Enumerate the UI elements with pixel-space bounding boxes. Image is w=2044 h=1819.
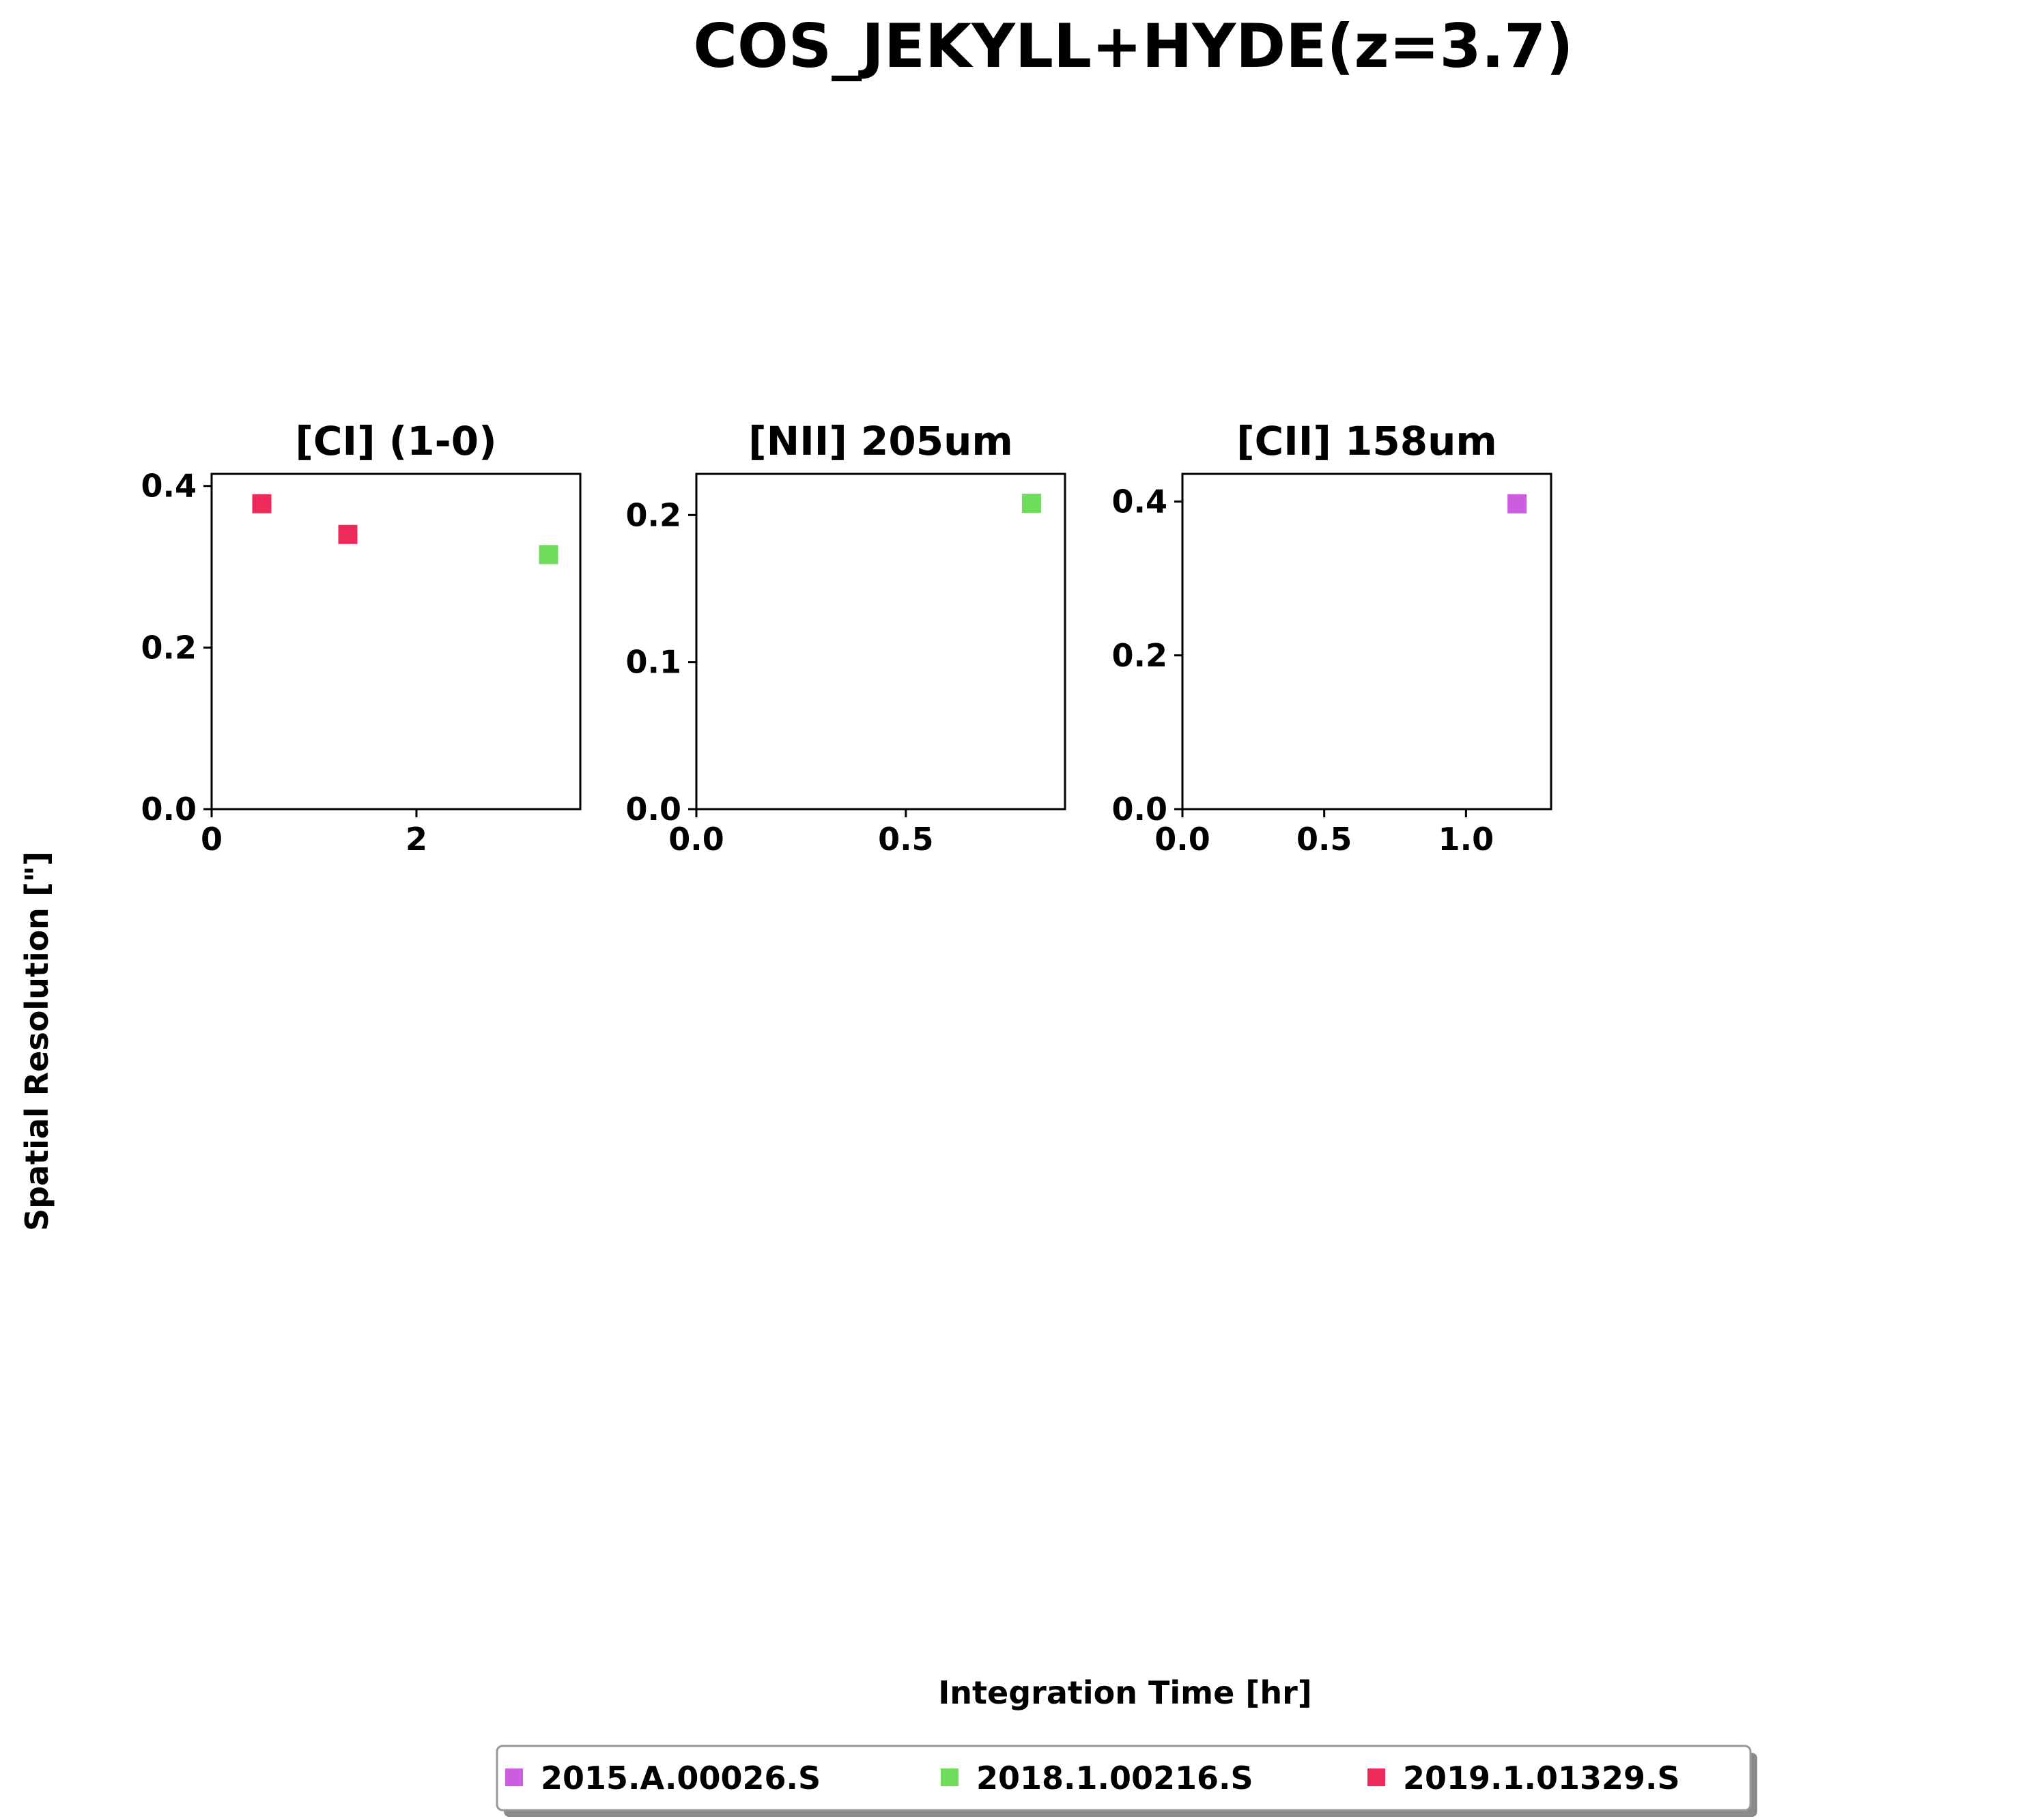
legend-entry: 2015.A.00026.S — [505, 1760, 821, 1796]
y-tick-label: 0.4 — [1112, 483, 1168, 520]
y-tick-label: 0.2 — [626, 496, 682, 533]
y-tick-label: 0.4 — [141, 468, 197, 505]
y-tick-label: 0.2 — [1112, 637, 1168, 674]
data-point — [539, 545, 558, 565]
legend-entry: 2018.1.00216.S — [941, 1760, 1253, 1796]
x-tick-label: 0.5 — [1296, 821, 1352, 858]
y-tick-label: 0.0 — [626, 791, 682, 828]
x-tick-label: 1.0 — [1438, 821, 1494, 858]
data-point — [338, 524, 358, 544]
x-tick-label: 2 — [406, 821, 427, 858]
x-tick-label: 0.0 — [1154, 821, 1210, 858]
subplot-panels: [CI] (1-0) 0 2 0.0 0.2 0.4 [NII] 205um 0.0 0.5 0.… — [141, 418, 1552, 858]
subplot-title: [CII] 158um — [1236, 418, 1497, 464]
y-tick-label: 0.2 — [141, 629, 197, 666]
plot-frame — [695, 473, 1066, 810]
legend-marker — [941, 1768, 959, 1786]
subplot-2: [NII] 205um 0.0 0.5 0.0 0.1 0.2 — [626, 418, 1066, 858]
subplot-3: [CII] 158um 0.0 0.5 1.0 0.0 0.2 0.4 — [1112, 418, 1552, 858]
x-axis-label: Integration Time [hr] — [938, 1674, 1312, 1711]
figure-title: COS_JEKYLL+HYDE(z=3.7) — [693, 11, 1573, 81]
data-point — [252, 494, 272, 513]
subplot-1: [CI] (1-0) 0 2 0.0 0.2 0.4 — [141, 418, 582, 858]
y-tick-label: 0.0 — [141, 791, 197, 828]
data-point — [1021, 494, 1041, 513]
legend-label: 2018.1.00216.S — [976, 1760, 1253, 1796]
x-tick-label: 0.0 — [668, 821, 724, 858]
legend-label: 2015.A.00026.S — [541, 1760, 821, 1796]
legend-marker — [1367, 1768, 1385, 1786]
legend-items: 2015.A.00026.S 2018.1.00216.S 2019.1.01329… — [505, 1760, 1680, 1796]
x-tick-label: 0.5 — [878, 821, 934, 858]
legend-marker — [505, 1768, 523, 1786]
legend-entry: 2019.1.01329.S — [1367, 1760, 1680, 1796]
subplot-title: [CI] (1-0) — [295, 418, 496, 464]
x-tick-label: 0 — [201, 821, 223, 858]
legend: 2015.A.00026.S 2018.1.00216.S 2019.1.01329… — [496, 1745, 1757, 1817]
legend-frame — [496, 1745, 1752, 1811]
data-point — [1507, 494, 1527, 513]
y-tick-label: 0.0 — [1112, 791, 1168, 828]
y-axis-label: Spatial Resolution ["] — [18, 851, 55, 1231]
subplot-title: [NII] 205um — [748, 418, 1013, 464]
plot-frame — [1181, 473, 1552, 810]
plot-frame — [210, 473, 582, 810]
legend-label: 2019.1.01329.S — [1403, 1760, 1680, 1796]
y-tick-label: 0.1 — [626, 644, 682, 681]
